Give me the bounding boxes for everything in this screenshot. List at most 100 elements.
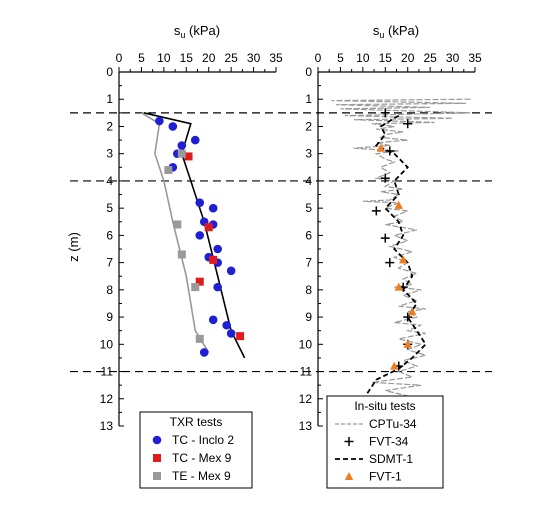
right-layer-boundaries — [290, 112, 492, 373]
legend-entry: SDMT-1 — [369, 452, 413, 466]
y-tick-label: 2 — [106, 119, 113, 133]
x-tick-label: 25 — [423, 51, 437, 65]
fvt-1-point — [394, 200, 403, 209]
y-tick-label: 8 — [106, 283, 113, 297]
x-tick-label: 10 — [157, 51, 171, 65]
te-mex-9-point — [191, 283, 200, 292]
left-data-points — [155, 116, 245, 357]
tc-mex-9-point — [236, 332, 245, 341]
fvt-34-point — [385, 146, 395, 156]
tc-mex-9-point — [195, 277, 204, 286]
cptu-34-line — [331, 98, 471, 400]
tc-mex-9-point — [209, 255, 218, 264]
te-mex-9-point — [195, 334, 204, 343]
legend-entry: CPTu-34 — [369, 417, 417, 431]
legend-title: TXR tests — [170, 415, 223, 429]
tc-inclo-2-point — [155, 116, 164, 126]
te-mex-9-point — [173, 220, 182, 229]
fvt-34-point — [385, 258, 395, 268]
y-tick-label: 11 — [101, 365, 114, 379]
legend-marker — [153, 454, 161, 462]
left-panel: su (kPa) z (m) 0 5 10 15 20 25 30 3501234567891… — [66, 23, 290, 489]
x-tick-label: 15 — [180, 51, 194, 65]
fvt-34-point — [403, 119, 413, 129]
x-tick-label: 35 — [468, 51, 482, 65]
te-mex-9-point — [177, 250, 186, 259]
x-tick-label: 20 — [401, 51, 415, 65]
legend-marker — [344, 472, 354, 480]
legend-entry: TE - Mex 9 — [172, 469, 231, 483]
x-tick-label: 35 — [269, 51, 283, 65]
legend-marker — [344, 437, 354, 446]
tc-inclo-2-point — [213, 244, 222, 254]
y-tick-label: 5 — [106, 201, 113, 215]
fvt-34-point — [380, 173, 390, 183]
right-data-points — [371, 108, 422, 426]
right-panel: su (kPa) 0 5 10 15 20 25 30 3501234567891011121… — [290, 23, 492, 489]
y-tick-label: 13 — [299, 419, 313, 433]
fvt-1-point — [408, 307, 417, 316]
tc-inclo-2-point — [190, 135, 200, 145]
sdmt-1-line — [366, 114, 427, 399]
x-tick-label: 30 — [247, 51, 261, 65]
y-tick-label: 7 — [305, 256, 312, 270]
tc-inclo-2-point — [213, 282, 222, 292]
y-tick-label: 9 — [106, 310, 113, 324]
y-tick-label: 12 — [100, 392, 114, 406]
fvt-1-point — [399, 255, 408, 264]
y-tick-label: 10 — [100, 337, 114, 351]
legend-entry: TC - Inclo 2 — [172, 433, 234, 447]
legend-marker — [152, 435, 162, 445]
tc-mex-9-point — [204, 223, 213, 232]
right-legend: In-situ tests CPTu-34 FVT-34 SDMT-1 FVT-1 — [326, 395, 444, 489]
x-tick-label: 20 — [202, 51, 216, 65]
fvt-1-point — [403, 339, 412, 348]
fvt-34-point — [380, 233, 390, 243]
te-mex-9-point — [177, 149, 186, 158]
trend-line — [140, 112, 210, 353]
legend-marker — [153, 472, 161, 480]
left-layer-boundaries — [70, 112, 290, 373]
tc-inclo-2-point — [222, 320, 231, 330]
y-tick-label: 1 — [106, 92, 113, 106]
fvt-34-point — [403, 312, 413, 322]
tc-inclo-2-point — [226, 329, 236, 338]
y-tick-label: 10 — [299, 337, 313, 351]
fvt-1-point — [390, 361, 399, 370]
tc-inclo-2-point — [195, 231, 205, 240]
y-axis-title: z (m) — [66, 232, 81, 262]
y-tick-label: 12 — [299, 392, 313, 406]
left-legend: TXR tests TC - Inclo 2 TC - Mex 9 TE - Mex … — [139, 411, 253, 489]
x-tick-label: 5 — [138, 51, 145, 65]
x-tick-label: 5 — [337, 51, 344, 65]
y-tick-label: 5 — [305, 201, 312, 215]
x-tick-label: 15 — [379, 51, 393, 65]
y-tick-label: 6 — [106, 228, 113, 242]
tc-inclo-2-point — [208, 203, 218, 213]
y-tick-label: 3 — [106, 147, 113, 161]
y-tick-label: 3 — [305, 147, 312, 161]
y-tick-label: 0 — [106, 65, 113, 79]
right-profile-lines — [331, 98, 471, 400]
fvt-34-point — [371, 206, 381, 216]
y-tick-label: 7 — [106, 256, 113, 270]
right-x-axis-title: su (kPa) — [373, 23, 419, 40]
y-tick-label: 8 — [305, 283, 312, 297]
x-tick-label: 10 — [356, 51, 370, 65]
legend-entry: FVT-1 — [369, 470, 402, 484]
y-tick-label: 6 — [305, 228, 312, 242]
legend-title: In-situ tests — [354, 399, 415, 413]
y-tick-label: 1 — [305, 92, 312, 106]
fvt-1-point — [376, 143, 385, 152]
legend-entry: FVT-34 — [369, 435, 409, 449]
x-tick-label: 0 — [315, 51, 322, 65]
y-tick-label: 2 — [305, 119, 312, 133]
te-mex-9-point — [164, 166, 173, 175]
tc-inclo-2-point — [168, 122, 178, 131]
left-x-axis-title: su (kPa) — [174, 23, 220, 40]
tc-mex-9-point — [184, 152, 193, 161]
legend-entry: TC - Mex 9 — [172, 451, 232, 465]
y-tick-label: 9 — [305, 310, 312, 324]
